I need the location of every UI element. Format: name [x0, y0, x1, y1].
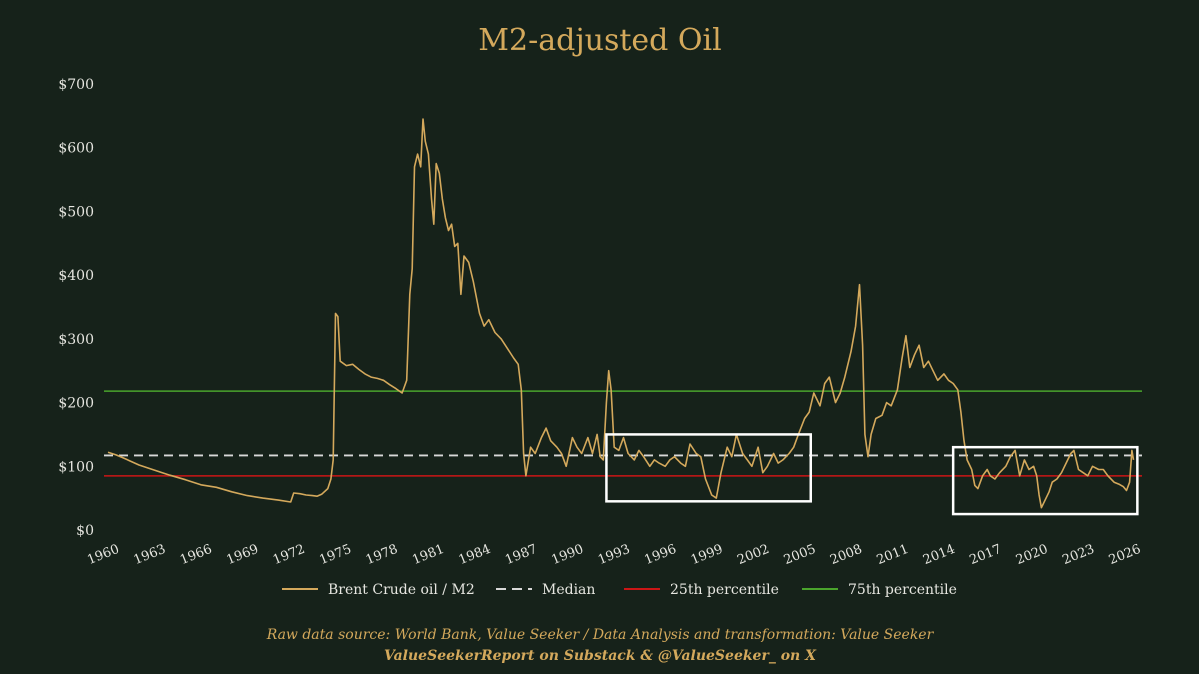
x-tick-label: 1993 [596, 542, 632, 568]
legend-label: Brent Crude oil / M2 [328, 582, 475, 598]
x-tick-label: 2005 [782, 542, 818, 568]
highlight-box-2 [951, 445, 1139, 516]
x-tick-label: 1996 [642, 542, 678, 568]
y-axis-ticks: $0 $100 $200 $300 $400 $500 $600 $700 [58, 77, 94, 539]
y-tick-label: $200 [58, 396, 94, 412]
chart-title: M2-adjusted Oil [478, 23, 721, 58]
y-tick-label: $100 [58, 459, 94, 475]
x-tick-label: 1987 [503, 542, 539, 568]
y-tick-label: $300 [58, 332, 94, 348]
y-tick-label: $700 [58, 77, 94, 93]
legend: Brent Crude oil / M2 Median 25th percentil… [282, 582, 957, 598]
x-tick-label: 1999 [689, 542, 725, 568]
x-tick-label: 2026 [1107, 542, 1143, 568]
x-tick-label: 1960 [85, 542, 121, 568]
y-tick-label: $500 [58, 204, 94, 220]
x-tick-label: 2014 [921, 542, 957, 568]
x-tick-label: 2020 [1014, 542, 1050, 568]
x-tick-label: 1981 [410, 542, 446, 568]
highlight-box-1 [605, 433, 812, 503]
legend-label: Median [542, 582, 595, 598]
x-tick-label: 1975 [317, 542, 353, 568]
x-tick-label: 2023 [1060, 542, 1096, 568]
legend-label: 75th percentile [848, 582, 957, 598]
x-tick-label: 1990 [550, 542, 586, 568]
x-tick-label: 1978 [364, 542, 400, 568]
x-tick-label: 1972 [271, 542, 307, 568]
highlight-boxes [605, 433, 1139, 516]
credit-caption: ValueSeekerReport on Substack & @ValueSe… [384, 648, 817, 664]
reference-lines [104, 390, 1142, 477]
legend-label: 25th percentile [670, 582, 779, 598]
x-tick-label: 1984 [457, 542, 493, 568]
x-tick-label: 1966 [178, 542, 214, 568]
x-tick-label: 2017 [968, 542, 1004, 568]
x-axis-ticks: 1960 1963 1966 1969 1972 1975 1978 1981 1984 1987… [85, 542, 1143, 568]
series-line-brent-m2 [107, 118, 1135, 509]
y-tick-label: $400 [58, 268, 94, 284]
x-tick-label: 2011 [875, 542, 911, 568]
x-tick-label: 1963 [132, 542, 168, 568]
y-tick-label: $0 [76, 523, 94, 539]
series-layer [107, 118, 1135, 509]
source-caption: Raw data source: World Bank, Value Seeke… [266, 627, 935, 643]
x-tick-label: 2002 [735, 542, 771, 568]
x-tick-label: 2008 [828, 542, 864, 568]
y-tick-label: $600 [58, 141, 94, 157]
x-tick-label: 1969 [225, 542, 261, 568]
